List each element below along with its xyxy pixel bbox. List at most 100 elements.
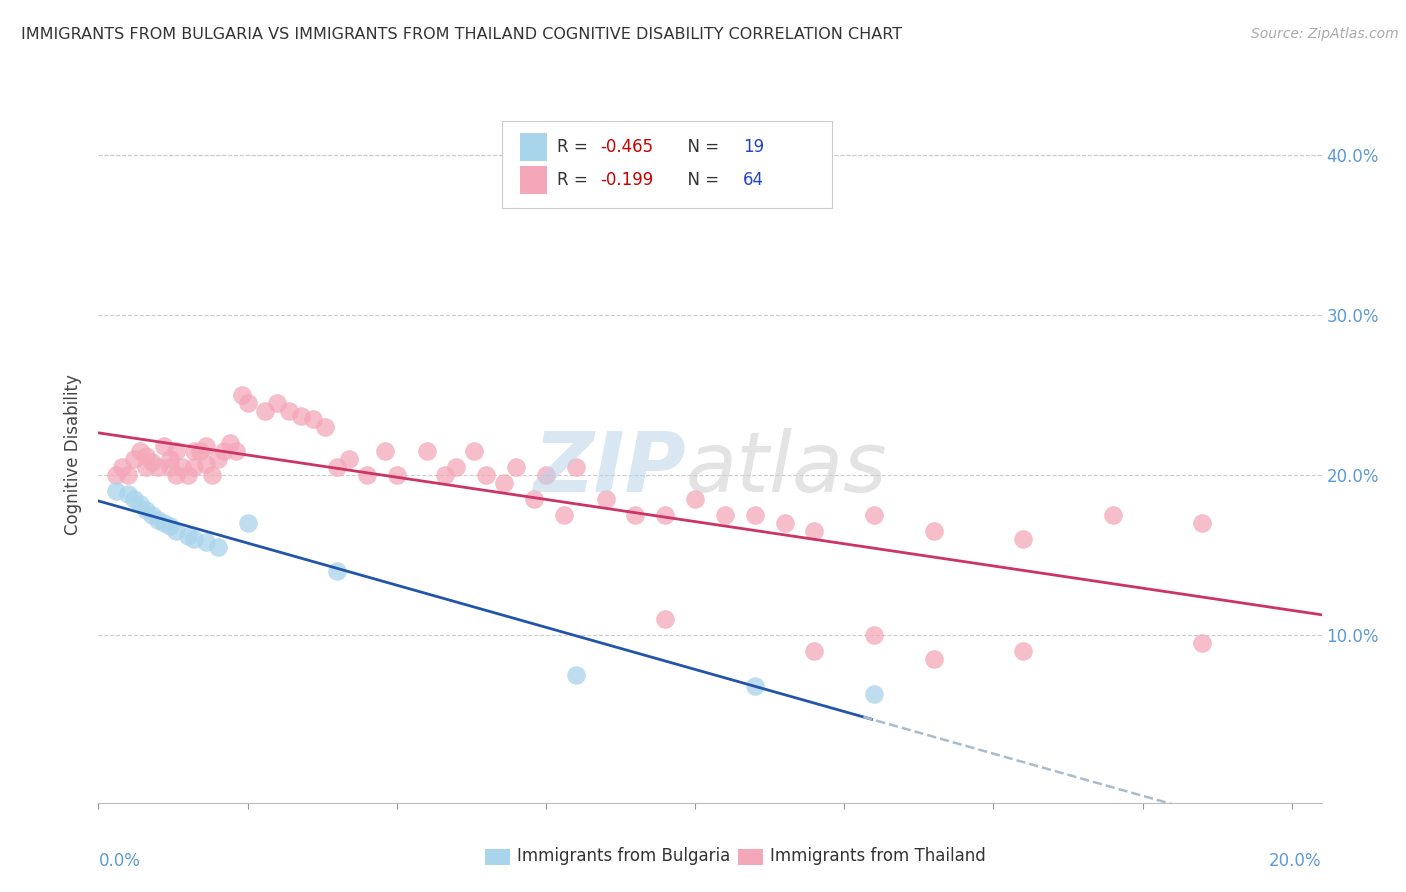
Point xyxy=(433,467,456,482)
Point xyxy=(177,467,200,482)
Text: atlas: atlas xyxy=(686,428,887,509)
Y-axis label: Cognitive Disability: Cognitive Disability xyxy=(65,375,83,535)
Point xyxy=(146,513,169,527)
Point xyxy=(188,444,211,458)
Point xyxy=(446,459,468,474)
Point xyxy=(863,628,886,642)
Text: Immigrants from Thailand: Immigrants from Thailand xyxy=(770,847,986,865)
Point xyxy=(122,491,145,506)
Point xyxy=(553,508,575,522)
Point xyxy=(922,652,945,666)
Point xyxy=(534,467,557,482)
Point xyxy=(654,508,676,522)
Point xyxy=(207,540,229,554)
Point xyxy=(231,388,253,402)
Point xyxy=(523,491,546,506)
Point xyxy=(278,404,301,418)
Point xyxy=(159,451,181,466)
Text: 64: 64 xyxy=(742,171,763,189)
Point xyxy=(803,644,825,658)
Text: R =: R = xyxy=(557,138,593,156)
Point xyxy=(135,449,157,463)
Point xyxy=(183,444,205,458)
Point xyxy=(165,467,187,482)
Point xyxy=(326,564,349,578)
Point xyxy=(117,487,139,501)
Point xyxy=(654,612,676,626)
Point xyxy=(415,444,437,458)
Point xyxy=(714,508,737,522)
Point xyxy=(111,459,134,474)
Point xyxy=(1101,508,1123,522)
Point xyxy=(153,439,176,453)
Point xyxy=(141,455,163,469)
Point xyxy=(225,444,247,458)
Point xyxy=(803,524,825,538)
Point xyxy=(254,404,277,418)
Point xyxy=(117,467,139,482)
Point xyxy=(170,459,193,474)
Text: 20.0%: 20.0% xyxy=(1270,852,1322,870)
Point xyxy=(337,451,360,466)
Point xyxy=(302,412,325,426)
Point xyxy=(385,467,408,482)
Point xyxy=(236,516,259,530)
Bar xyxy=(520,134,547,161)
Point xyxy=(505,459,527,474)
Point xyxy=(863,687,886,701)
Point xyxy=(565,668,588,682)
Point xyxy=(683,491,706,506)
Point xyxy=(922,524,945,538)
Point xyxy=(314,420,336,434)
Bar xyxy=(520,166,547,194)
Point xyxy=(165,444,187,458)
Point xyxy=(374,444,396,458)
Text: ZIP: ZIP xyxy=(533,428,686,509)
Point xyxy=(565,459,588,474)
Point xyxy=(122,451,145,466)
Point xyxy=(290,409,312,423)
Point xyxy=(105,483,128,498)
Point xyxy=(218,436,240,450)
Point xyxy=(129,497,152,511)
Point xyxy=(595,491,617,506)
Point xyxy=(183,532,205,546)
Point xyxy=(494,475,516,490)
Point xyxy=(863,508,886,522)
Point xyxy=(266,396,288,410)
Point xyxy=(183,459,205,474)
Point xyxy=(201,467,224,482)
Point xyxy=(105,467,128,482)
Point xyxy=(475,467,498,482)
Text: N =: N = xyxy=(678,171,724,189)
Text: 0.0%: 0.0% xyxy=(98,852,141,870)
Point xyxy=(177,529,200,543)
Point xyxy=(194,457,217,471)
Point xyxy=(159,459,181,474)
Point xyxy=(326,459,349,474)
Point xyxy=(141,508,163,522)
Text: Source: ZipAtlas.com: Source: ZipAtlas.com xyxy=(1251,27,1399,41)
Point xyxy=(135,503,157,517)
Point xyxy=(135,459,157,474)
Point xyxy=(773,516,796,530)
Point xyxy=(207,451,229,466)
Point xyxy=(1012,532,1035,546)
Point xyxy=(159,519,181,533)
Point xyxy=(463,444,485,458)
Point xyxy=(212,444,235,458)
Text: -0.199: -0.199 xyxy=(600,171,654,189)
Text: -0.465: -0.465 xyxy=(600,138,652,156)
Text: IMMIGRANTS FROM BULGARIA VS IMMIGRANTS FROM THAILAND COGNITIVE DISABILITY CORREL: IMMIGRANTS FROM BULGARIA VS IMMIGRANTS F… xyxy=(21,27,903,42)
Point xyxy=(129,444,152,458)
Point xyxy=(236,396,259,410)
Point xyxy=(744,508,766,522)
Text: 19: 19 xyxy=(742,138,765,156)
Text: R =: R = xyxy=(557,171,593,189)
Point xyxy=(146,459,169,474)
Point xyxy=(153,516,176,530)
FancyBboxPatch shape xyxy=(502,121,832,208)
Point xyxy=(356,467,378,482)
Point xyxy=(194,439,217,453)
Point xyxy=(744,679,766,693)
